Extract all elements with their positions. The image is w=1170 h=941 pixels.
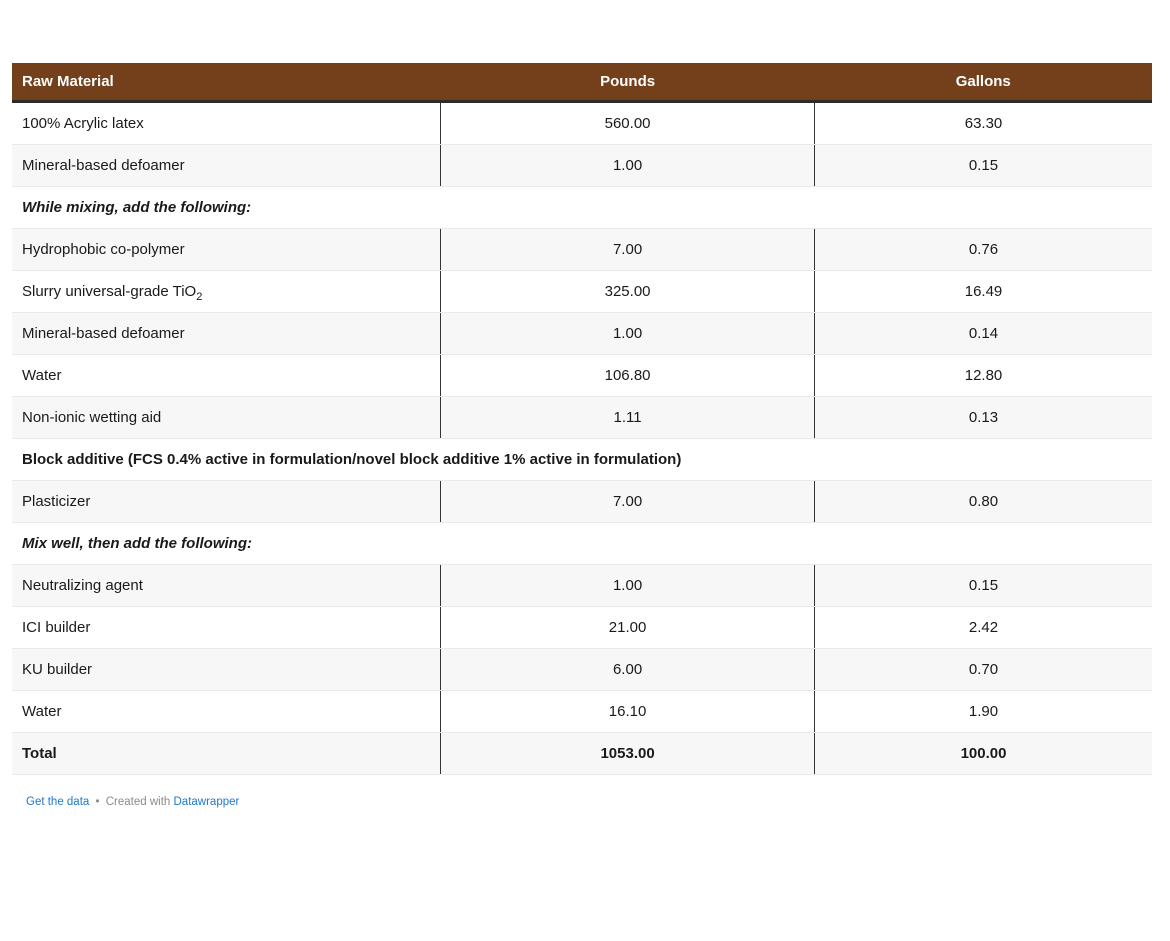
footer: Get the data • Created with Datawrapper	[26, 796, 1134, 808]
table-row: ICI builder 21.00 2.42	[12, 606, 1152, 649]
pounds-cell: 1053.00	[440, 732, 815, 775]
table-row: KU builder 6.00 0.70	[12, 648, 1152, 691]
table-row: Water 106.80 12.80	[12, 354, 1152, 397]
pounds-cell: 7.00	[440, 228, 815, 271]
total-row: Total 1053.00 100.00	[12, 732, 1152, 775]
material-cell: Plasticizer	[12, 480, 441, 523]
gallons-cell: 2.42	[814, 606, 1152, 649]
material-cell: Slurry universal-grade TiO2	[12, 270, 441, 313]
section-row: While mixing, add the following:	[12, 186, 1152, 229]
footer-created-with-label: Created with	[105, 796, 171, 808]
gallons-cell: 100.00	[814, 732, 1152, 775]
footer-separator: •	[95, 796, 100, 808]
header-pounds: Pounds	[440, 63, 815, 103]
section-label: Mix well, then add the following:	[12, 522, 1152, 565]
material-cell: KU builder	[12, 648, 441, 691]
header-row: Raw Material Pounds Gallons	[12, 63, 1152, 103]
pounds-cell: 325.00	[440, 270, 815, 313]
pounds-cell: 106.80	[440, 354, 815, 397]
gallons-cell: 0.13	[814, 396, 1152, 439]
material-cell: Mineral-based defoamer	[12, 144, 441, 187]
table-row: Hydrophobic co-polymer 7.00 0.76	[12, 228, 1152, 271]
formulation-table: Raw Material Pounds Gallons 100% Acrylic…	[12, 63, 1152, 775]
pounds-cell: 1.00	[440, 564, 815, 607]
material-cell: Non-ionic wetting aid	[12, 396, 441, 439]
table-row: Mineral-based defoamer 1.00 0.14	[12, 312, 1152, 355]
section-label: Block additive (FCS 0.4% active in formu…	[12, 438, 1152, 481]
table-row: 100% Acrylic latex 560.00 63.30	[12, 101, 1152, 145]
pounds-cell: 1.00	[440, 312, 815, 355]
table-row: Water 16.10 1.90	[12, 690, 1152, 733]
gallons-cell: 0.76	[814, 228, 1152, 271]
material-cell: Total	[12, 732, 441, 775]
gallons-cell: 12.80	[814, 354, 1152, 397]
material-cell: 100% Acrylic latex	[12, 101, 441, 145]
section-row: Block additive (FCS 0.4% active in formu…	[12, 438, 1152, 481]
pounds-cell: 1.00	[440, 144, 815, 187]
section-label: While mixing, add the following:	[12, 186, 1152, 229]
section-row: Mix well, then add the following:	[12, 522, 1152, 565]
material-cell: Water	[12, 354, 441, 397]
pounds-cell: 7.00	[440, 480, 815, 523]
table-row: Mineral-based defoamer 1.00 0.15	[12, 144, 1152, 187]
pounds-cell: 21.00	[440, 606, 815, 649]
gallons-cell: 0.80	[814, 480, 1152, 523]
pounds-cell: 16.10	[440, 690, 815, 733]
gallons-cell: 0.14	[814, 312, 1152, 355]
material-cell: ICI builder	[12, 606, 441, 649]
pounds-cell: 560.00	[440, 101, 815, 145]
header-raw-material: Raw Material	[12, 63, 441, 103]
pounds-cell: 6.00	[440, 648, 815, 691]
pounds-cell: 1.11	[440, 396, 815, 439]
gallons-cell: 0.70	[814, 648, 1152, 691]
datawrapper-link[interactable]: Datawrapper	[173, 796, 240, 808]
gallons-cell: 16.49	[814, 270, 1152, 313]
table-row: Plasticizer 7.00 0.80	[12, 480, 1152, 523]
header-gallons: Gallons	[814, 63, 1152, 103]
table-row: Slurry universal-grade TiO2 325.00 16.49	[12, 270, 1152, 313]
table-header: Raw Material Pounds Gallons	[12, 63, 1152, 103]
table-row: Neutralizing agent 1.00 0.15	[12, 564, 1152, 607]
table-body: 100% Acrylic latex 560.00 63.30 Mineral-bas…	[12, 101, 1152, 775]
material-cell: Mineral-based defoamer	[12, 312, 441, 355]
material-cell: Hydrophobic co-polymer	[12, 228, 441, 271]
material-cell: Water	[12, 690, 441, 733]
gallons-cell: 1.90	[814, 690, 1152, 733]
gallons-cell: 0.15	[814, 564, 1152, 607]
table-widget: Raw Material Pounds Gallons 100% Acrylic…	[12, 63, 1152, 808]
get-the-data-link[interactable]: Get the data	[26, 796, 90, 808]
material-cell: Neutralizing agent	[12, 564, 441, 607]
gallons-cell: 63.30	[814, 101, 1152, 145]
table-row: Non-ionic wetting aid 1.11 0.13	[12, 396, 1152, 439]
gallons-cell: 0.15	[814, 144, 1152, 187]
